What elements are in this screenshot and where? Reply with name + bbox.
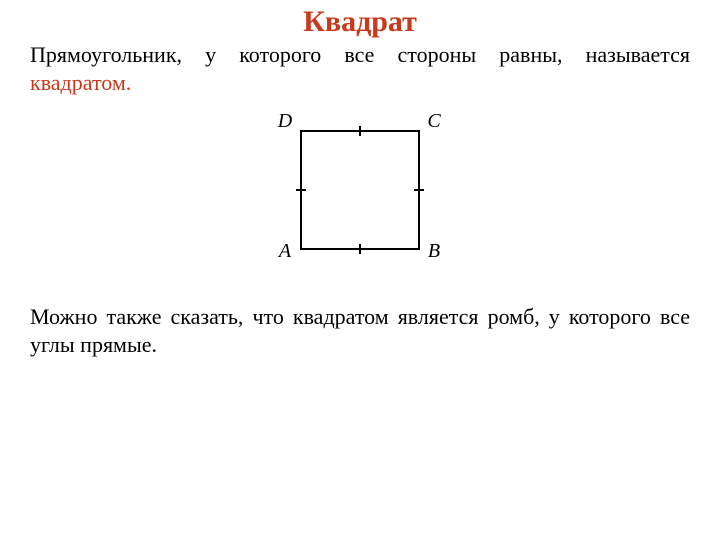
page-title: Квадрат xyxy=(30,5,690,39)
definition-term: квадратом. xyxy=(30,70,131,95)
label-c: C xyxy=(427,110,441,132)
secondary-paragraph: Можно также сказать, что квадратом являе… xyxy=(30,303,690,358)
label-a: A xyxy=(277,240,292,262)
square-figure: D C A B xyxy=(30,106,690,291)
square-shape xyxy=(301,131,419,249)
definition-paragraph: Прямоугольник, у которого все стороны ра… xyxy=(30,41,690,96)
definition-text: Прямоугольник, у которого все стороны ра… xyxy=(30,42,690,67)
label-b: B xyxy=(428,240,440,262)
label-d: D xyxy=(277,110,293,132)
